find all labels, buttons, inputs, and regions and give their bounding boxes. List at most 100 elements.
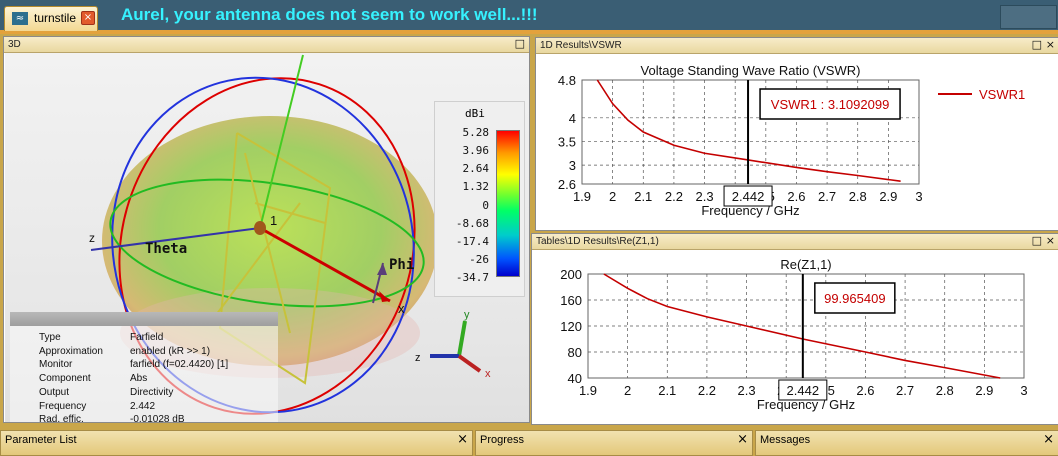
y-tick-label: 160 — [560, 293, 582, 308]
info-key: Monitor — [39, 359, 72, 370]
parameter-list-panel[interactable]: Parameter List × — [0, 430, 473, 456]
y-tick-label: 3 — [569, 158, 576, 173]
color-scale: dBi 5.28 3.96 2.64 1.32 0 -8.68 -17.4 -2… — [434, 101, 525, 297]
chart-title: Voltage Standing Wave Ratio (VSWR) — [641, 63, 861, 78]
messages-panel[interactable]: Messages × — [755, 430, 1058, 456]
maximize-icon[interactable]: □ — [515, 38, 525, 50]
info-key: Output — [39, 387, 69, 398]
x-tick-label: 2.2 — [698, 383, 716, 398]
y-tick-label: 4.8 — [558, 73, 576, 88]
info-value: farfield (f=02.4420) [1] — [130, 359, 228, 370]
triad-y-label: y — [464, 309, 470, 321]
scale-tick: -17.4 — [456, 235, 489, 248]
info-row: Frequency 2.442 — [10, 401, 278, 414]
info-row: Component Abs — [10, 373, 278, 386]
x-tick-label: 2.3 — [738, 383, 756, 398]
info-value: -0.01028 dB — [130, 414, 185, 423]
orientation-triad: y z x — [415, 309, 491, 380]
maximize-icon[interactable]: □ — [1032, 39, 1042, 51]
marker-x-label: 2.442 — [787, 383, 820, 398]
info-key: Frequency — [39, 401, 86, 412]
x-tick-label: 3 — [915, 189, 922, 204]
chart-title: Re(Z1,1) — [780, 257, 831, 272]
info-row: Rad. effic. -0.01028 dB — [10, 414, 278, 423]
panel-3d-title: 3D — [4, 37, 529, 53]
info-row: Output Directivity — [10, 387, 278, 400]
progress-title: Progress — [480, 434, 524, 446]
y-tick-label: 3.5 — [558, 134, 576, 149]
scale-tick: -8.68 — [456, 217, 489, 230]
x-label: x — [398, 301, 405, 316]
info-value: Abs — [130, 373, 147, 384]
close-icon[interactable]: × — [737, 432, 748, 447]
farfield-info-box: Type Farfield Approximation enabled (kR >> … — [10, 312, 278, 423]
port-label: 1 — [270, 213, 277, 228]
info-value: Farfield — [130, 332, 163, 343]
x-tick-label: 2.9 — [879, 189, 897, 204]
info-value: 2.442 — [130, 401, 155, 412]
progress-panel[interactable]: Progress × — [475, 430, 753, 456]
x-tick-label: 2.6 — [787, 189, 805, 204]
info-value: enabled (kR >> 1) — [130, 346, 210, 357]
tab-turnstile[interactable]: ≈ turnstile × — [4, 6, 98, 31]
x-tick-label: 2.1 — [658, 383, 676, 398]
y-tick-label: 200 — [560, 267, 582, 282]
close-icon[interactable]: × — [1043, 432, 1054, 447]
close-icon[interactable]: × — [1046, 235, 1055, 247]
legend-label: VSWR1 — [979, 87, 1025, 102]
maximize-icon[interactable]: □ — [1032, 235, 1042, 247]
window-controls-area — [1000, 5, 1057, 29]
triad-x-label: x — [485, 368, 491, 380]
x-tick-label: 2 — [624, 383, 631, 398]
theta-label: Theta — [145, 241, 187, 257]
info-box-header — [10, 312, 278, 326]
re-z-chart[interactable]: Re(Z1,1)1.922.12.22.32.42.52.62.72.82.93… — [532, 250, 1058, 424]
x-tick-label: 2.3 — [696, 189, 714, 204]
panel-3d: 3D □ — [3, 36, 530, 423]
scale-tick: 0 — [482, 199, 489, 212]
scale-tick: -26 — [469, 253, 489, 266]
info-row: Monitor farfield (f=02.4420) [1] — [10, 359, 278, 372]
marker-value-label: 99.965409 — [824, 291, 885, 306]
scale-gradient — [496, 130, 520, 277]
info-key: Type — [39, 332, 61, 343]
info-key: Rad. effic. — [39, 414, 84, 423]
tab-close-icon[interactable]: × — [81, 11, 95, 25]
panel-vswr-title: 1D Results\VSWR — [536, 38, 1058, 54]
scale-tick: 3.96 — [463, 144, 490, 157]
info-key: Approximation — [39, 346, 103, 357]
y-tick-label: 4 — [569, 111, 576, 126]
messages-title: Messages — [760, 434, 810, 446]
triad-z-label: z — [415, 352, 421, 364]
scale-tick: -34.7 — [456, 271, 489, 284]
tab-label: turnstile — [34, 11, 76, 25]
x-tick-label: 2 — [609, 189, 616, 204]
banner-text: Aurel, your antenna does not seem to wor… — [121, 5, 538, 25]
x-tick-label: 2.7 — [896, 383, 914, 398]
x-tick-label: 2.7 — [818, 189, 836, 204]
y-tick-label: 120 — [560, 319, 582, 334]
phi-label: Phi — [389, 257, 414, 273]
info-row: Approximation enabled (kR >> 1) — [10, 346, 278, 359]
x-tick-label: 2.6 — [856, 383, 874, 398]
info-key: Component — [39, 373, 91, 384]
z-label: z — [89, 231, 95, 245]
close-icon[interactable]: × — [1046, 39, 1055, 51]
x-tick-label: 3 — [1020, 383, 1027, 398]
x-tick-label: 2.8 — [849, 189, 867, 204]
scale-unit: dBi — [465, 107, 485, 120]
info-row: Type Farfield — [10, 332, 278, 345]
close-icon[interactable]: × — [457, 432, 468, 447]
scale-tick: 5.28 — [463, 126, 490, 139]
project-icon: ≈ — [12, 12, 28, 25]
y-tick-label: 80 — [568, 345, 582, 360]
scale-tick: 2.64 — [463, 162, 490, 175]
tab-bar-edge — [0, 30, 1058, 34]
scale-tick: 1.32 — [463, 180, 490, 193]
panel-vswr: 1D Results\VSWR □ × Voltage Standing Wav… — [535, 37, 1058, 231]
info-value: Directivity — [130, 387, 173, 398]
feed-point — [254, 221, 266, 235]
x-tick-label: 2.8 — [936, 383, 954, 398]
panel-re-z-title: Tables\1D Results\Re(Z1,1) — [532, 234, 1058, 250]
